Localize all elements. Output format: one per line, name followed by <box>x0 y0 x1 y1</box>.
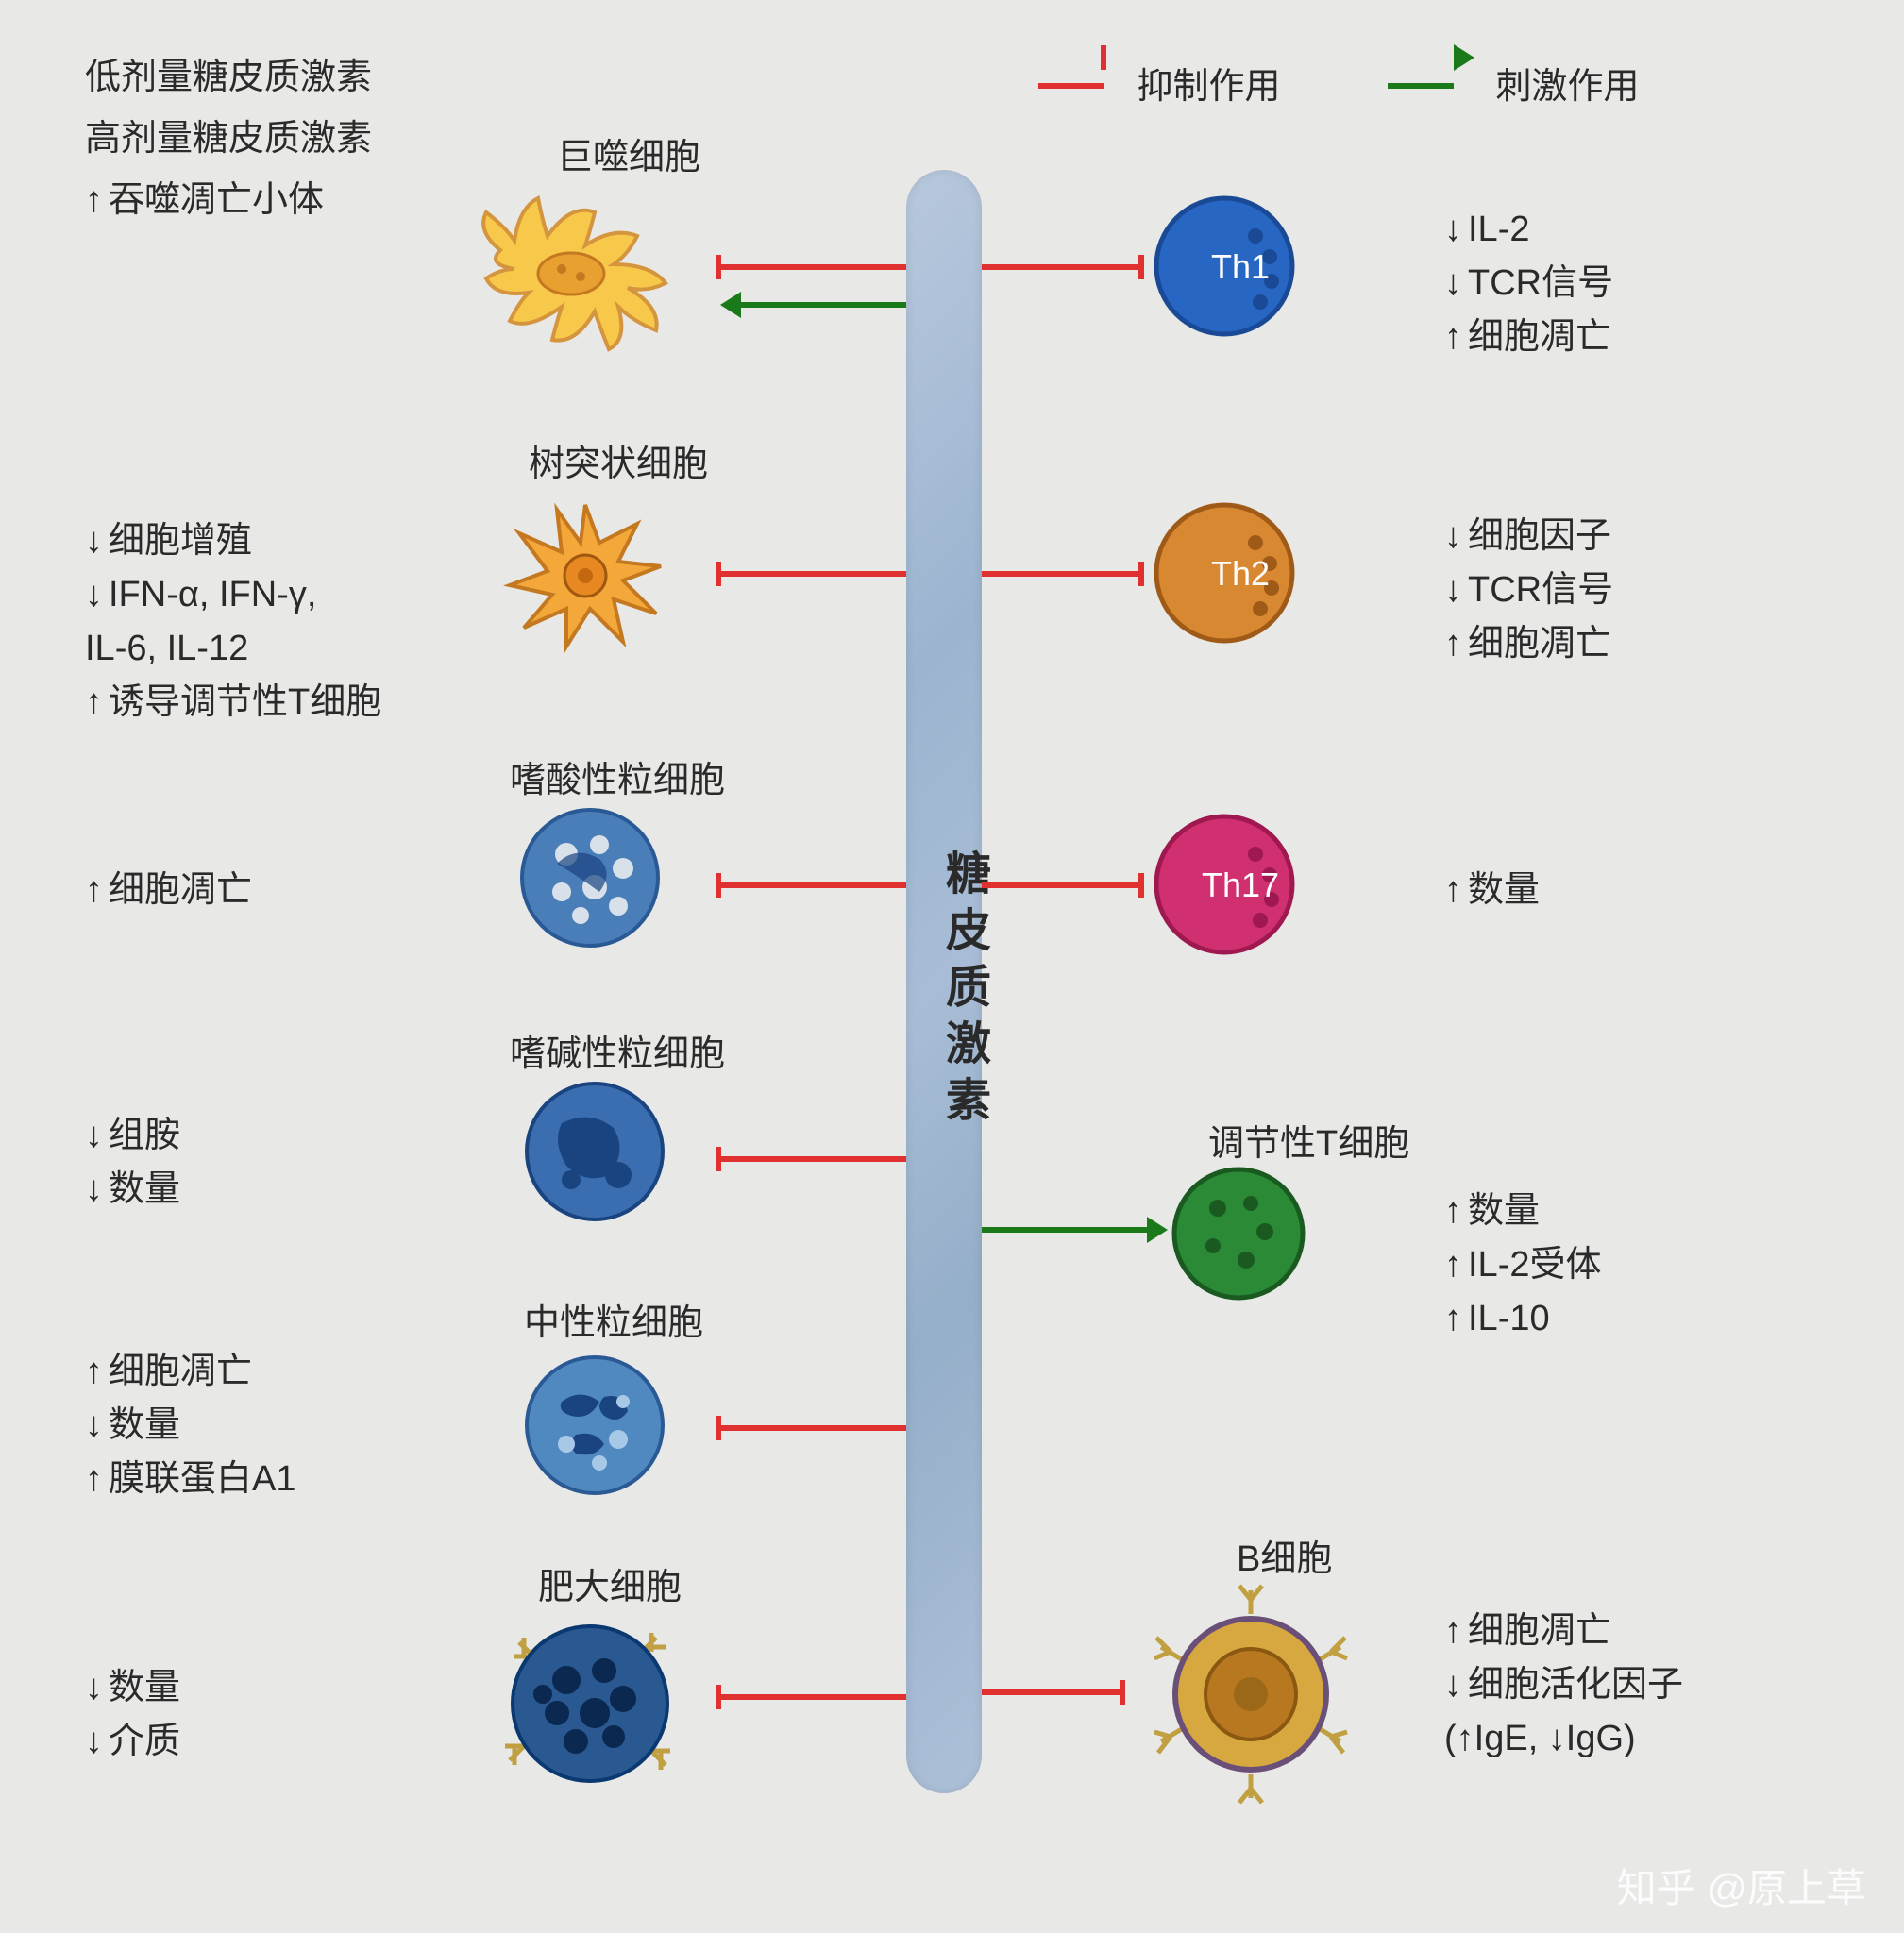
legend-inhibit: 抑制作用 <box>1038 57 1252 109</box>
neutrophil-effects: 细胞凋亡 数量 膜联蛋白A1 <box>85 1345 295 1506</box>
mast-effects: 数量 介质 <box>85 1661 180 1769</box>
neutrophil-label: 中性粒细胞 <box>524 1293 703 1345</box>
eosinophil-effects: 细胞凋亡 <box>85 864 252 917</box>
diagram-canvas: 抑制作用 刺激作用 低剂量糖皮质激素 高剂量糖皮质激素 吞噬凋亡小体 糖皮质激素… <box>0 0 1904 1933</box>
basophil-label: 嗜碱性粒细胞 <box>510 1024 725 1076</box>
glucocorticoid-label: 糖皮质激素 <box>930 849 996 1133</box>
bcell-icon <box>1128 1572 1373 1817</box>
top-text-3: 吞噬凋亡小体 <box>85 170 324 222</box>
macrophage-label: 巨噬细胞 <box>557 127 700 179</box>
top-text-1: 低剂量糖皮质激素 <box>85 47 372 99</box>
legend-stimulate: 刺激作用 <box>1388 57 1601 109</box>
basophil-icon <box>514 1071 675 1232</box>
svg-text:Th1: Th1 <box>1211 247 1270 286</box>
th17-effects: 数量 <box>1444 864 1540 917</box>
th1-effects: IL-2 TCR信号 细胞凋亡 <box>1444 203 1613 364</box>
bcell-effects: 细胞凋亡 细胞活化因子 (↑IgE, ↓IgG) <box>1444 1605 1683 1766</box>
neutrophil-icon <box>514 1345 675 1505</box>
macrophage-icon <box>463 175 708 363</box>
treg-effects: 数量 IL-2受体 IL-10 <box>1444 1185 1601 1346</box>
watermark: 知乎 @原上草 <box>1617 1857 1866 1914</box>
eosinophil-label: 嗜酸性粒细胞 <box>510 750 725 802</box>
svg-text:Th17: Th17 <box>1202 866 1279 904</box>
th2-effects: 细胞因子 TCR信号 细胞凋亡 <box>1444 510 1613 671</box>
th1-icon: Th1 <box>1147 189 1303 345</box>
top-text-2: 高剂量糖皮质激素 <box>85 109 372 160</box>
svg-text:Th2: Th2 <box>1211 554 1270 593</box>
dendritic-effects: 细胞增殖 IFN-α, IFN-γ, IL-6, IL-12 诱导调节性T细胞 <box>85 514 381 730</box>
mast-icon <box>467 1595 713 1812</box>
treg-label: 调节性T细胞 <box>1208 1114 1409 1166</box>
basophil-effects: 组胺 数量 <box>85 1109 180 1217</box>
dendritic-icon <box>472 477 699 665</box>
th17-icon: Th17 <box>1147 807 1303 963</box>
treg-icon <box>1166 1161 1312 1307</box>
th2-icon: Th2 <box>1147 496 1303 651</box>
eosinophil-icon <box>510 798 670 958</box>
